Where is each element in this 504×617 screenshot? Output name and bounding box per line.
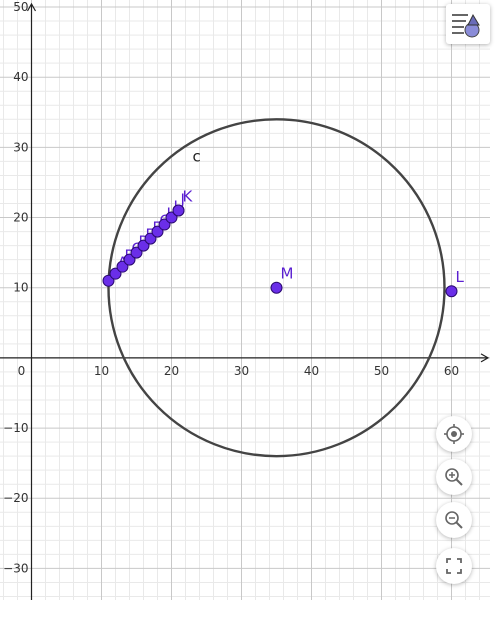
sequence-point[interactable] (102, 274, 115, 287)
point-label: J (180, 191, 185, 209)
x-tick-label: 50 (374, 364, 389, 378)
zoom-out-icon (445, 511, 463, 529)
x-tick-label: 20 (164, 364, 179, 378)
y-tick-label: 10 (13, 281, 28, 295)
x-tick-label: 0 (18, 364, 26, 378)
algebra-menu-icon (452, 13, 480, 38)
sequence-point[interactable] (130, 246, 143, 259)
fullscreen-icon (446, 558, 462, 574)
shapes[interactable]: c (107, 118, 446, 458)
sequence-point[interactable] (116, 260, 129, 273)
sequence-point[interactable] (165, 211, 178, 224)
point-l[interactable] (445, 285, 458, 298)
y-tick-label: 40 (13, 70, 28, 84)
x-axis-arrow (480, 353, 490, 363)
point-m[interactable] (270, 281, 283, 294)
x-tick-label: 30 (234, 364, 249, 378)
circle-c[interactable] (107, 118, 446, 458)
y-tick-label: 20 (13, 211, 28, 225)
x-tick-label: 60 (444, 364, 459, 378)
y-tick-label: −30 (3, 561, 28, 575)
sequence-point[interactable] (151, 225, 164, 238)
target-icon (444, 424, 464, 444)
point-label-m: M (281, 265, 294, 283)
recenter-button[interactable] (436, 416, 472, 452)
y-tick-label: −10 (3, 421, 28, 435)
tick-labels: 0 10 20 30 40 50 60 −30 −20 −10 10 20 30 40 50 (3, 0, 459, 575)
y-tick-label: 30 (13, 140, 28, 154)
zoom-in-button[interactable] (436, 459, 472, 495)
minor-grid (0, 0, 490, 600)
circle-label: c (193, 147, 201, 165)
y-tick-label: −20 (3, 491, 28, 505)
y-tick-label: 50 (13, 0, 28, 14)
x-tick-label: 40 (304, 364, 319, 378)
point-k[interactable] (172, 204, 185, 217)
x-tick-label: 10 (94, 364, 109, 378)
fullscreen-button[interactable] (436, 548, 472, 584)
sequence-point[interactable] (123, 253, 136, 266)
points[interactable]: ABCDEFGHIJMLK (102, 188, 465, 298)
sequence-point[interactable] (109, 267, 122, 280)
sequence-point[interactable] (158, 218, 171, 231)
point-label-k: K (183, 188, 194, 206)
y-axis-arrow (26, 2, 37, 12)
point-label-l: L (456, 268, 465, 286)
sequence-point[interactable] (144, 232, 157, 245)
zoom-out-button[interactable] (436, 502, 472, 538)
zoom-in-icon (445, 468, 463, 486)
sequence-point[interactable] (137, 239, 150, 252)
axes (0, 2, 490, 600)
algebra-menu-button[interactable] (446, 4, 490, 44)
